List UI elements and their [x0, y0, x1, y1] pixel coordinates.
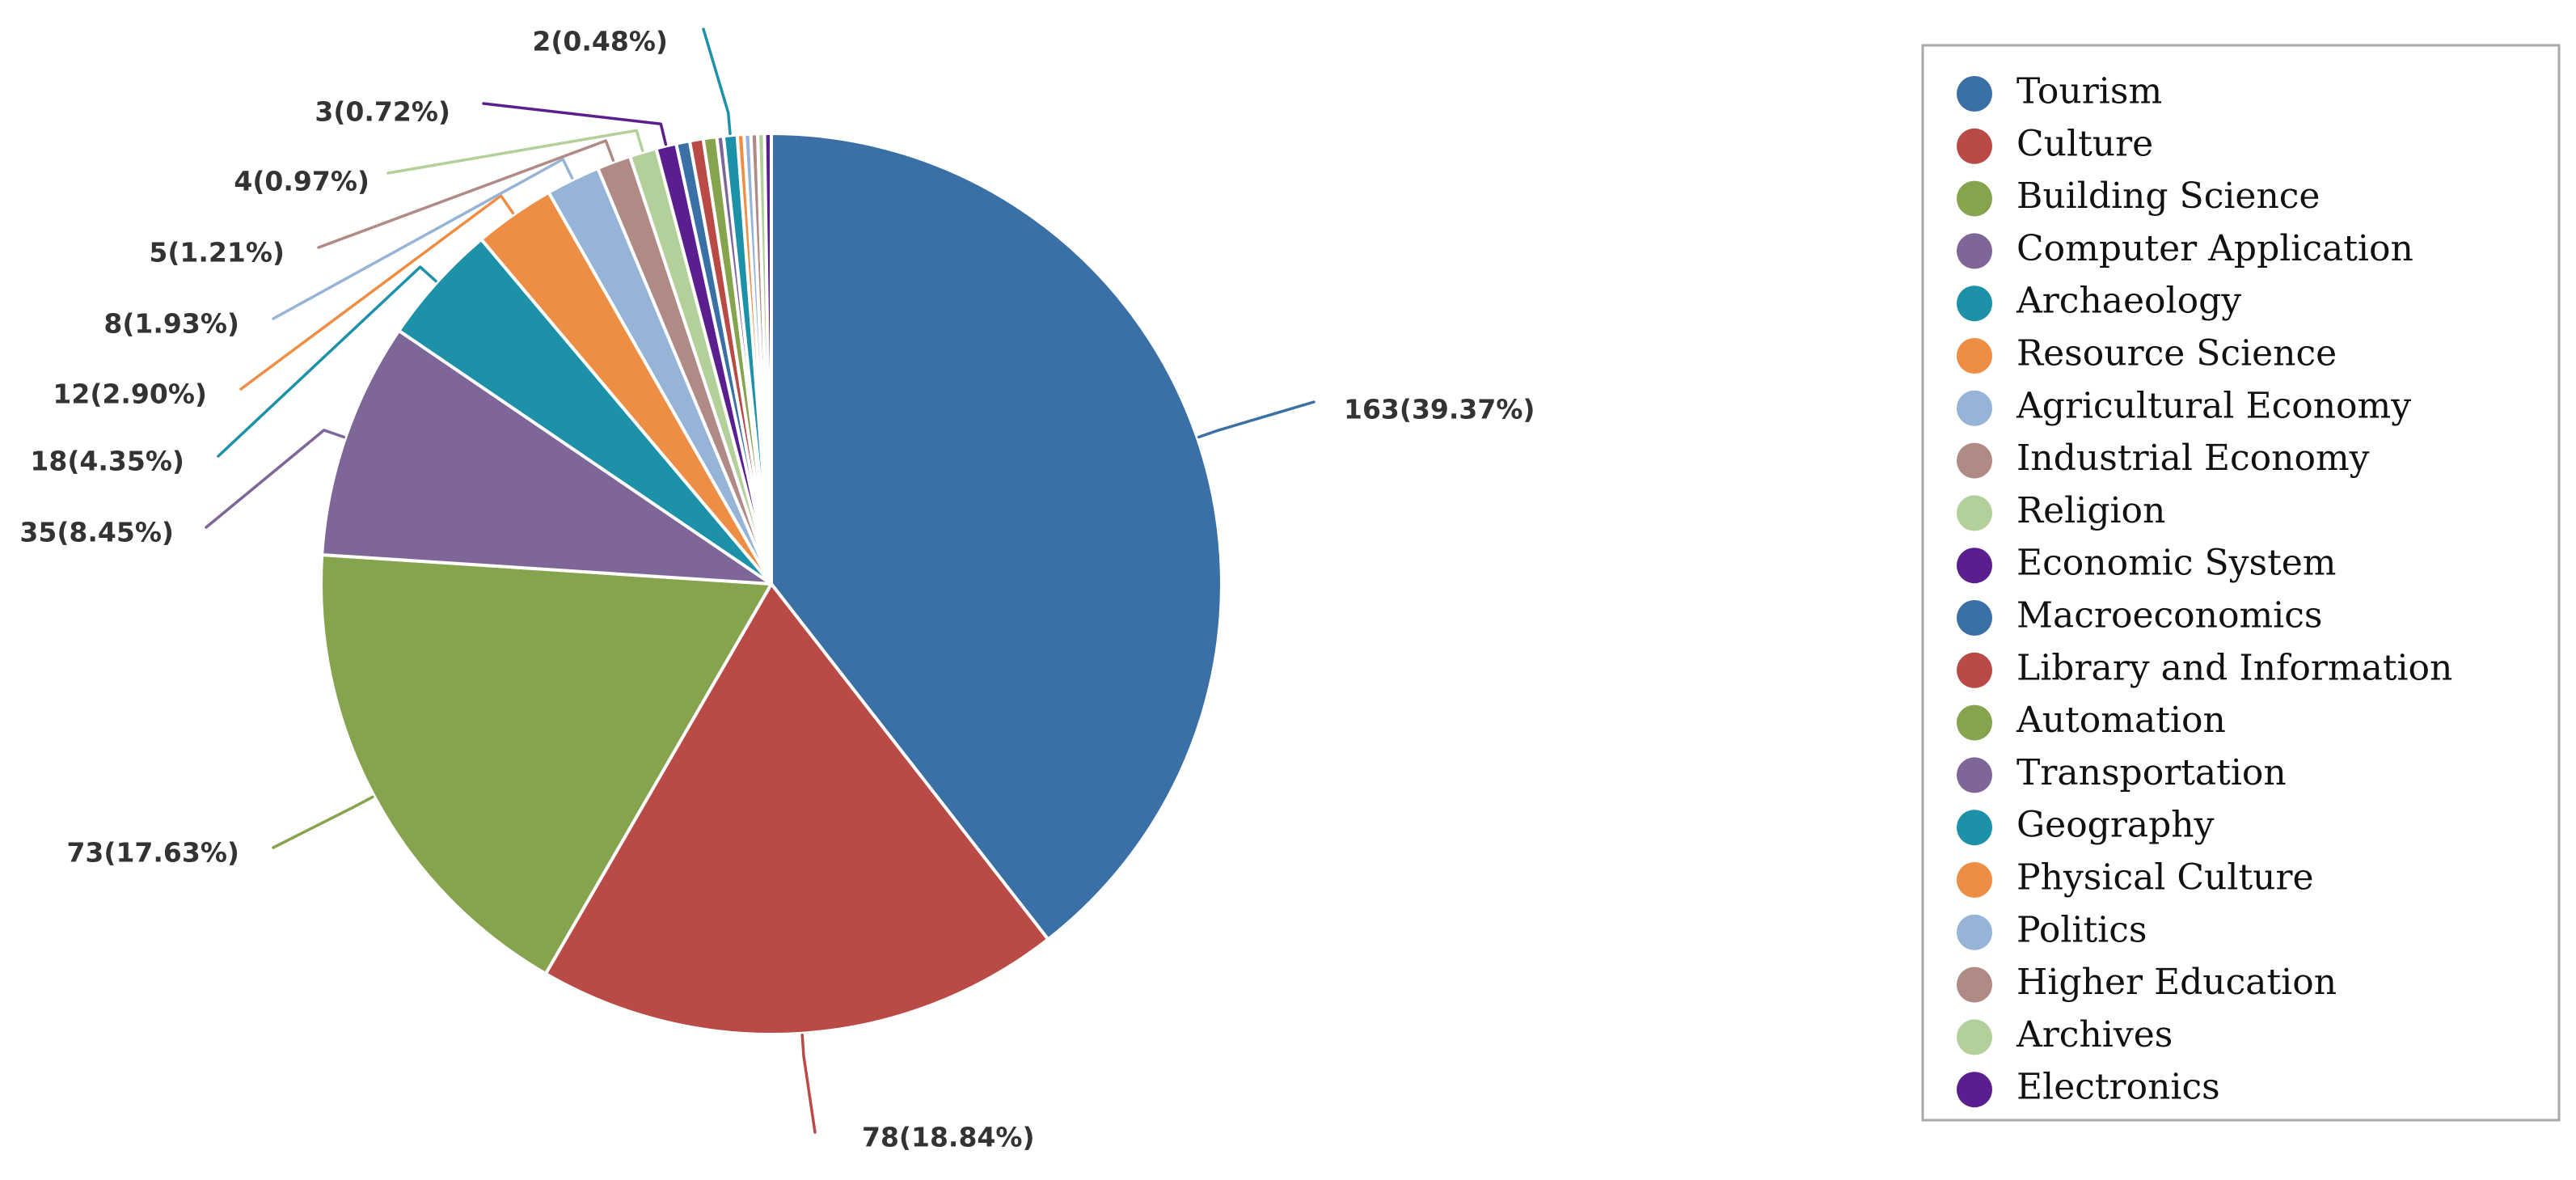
legend-item-culture[interactable]: Culture: [1957, 123, 2153, 164]
legend-label-resource-science: Resource Science: [2016, 333, 2337, 374]
data-label-tourism: 163(39.37%): [1344, 394, 1535, 425]
legend-label-industrial-economy: Industrial Economy: [2016, 438, 2370, 479]
legend-swatch-resource-science: [1957, 338, 1992, 374]
legend-item-automation[interactable]: Automation: [1957, 700, 2226, 741]
legend-item-higher-education[interactable]: Higher Education: [1957, 962, 2337, 1003]
legend-item-tourism[interactable]: Tourism: [1957, 71, 2162, 112]
legend-label-archaeology: Archaeology: [2016, 281, 2241, 322]
data-label-archaeology: 18(4.35%): [30, 446, 184, 477]
legend-swatch-tourism: [1957, 76, 1992, 112]
legend-item-industrial-economy[interactable]: Industrial Economy: [1957, 438, 2370, 479]
pie-slice-building-science: [319, 553, 773, 976]
legend-swatch-archaeology: [1957, 285, 1992, 322]
legend-label-geography: Geography: [2016, 805, 2215, 846]
data-label-computer-application: 35(8.45%): [19, 517, 174, 548]
pie-slice-computer-application: [320, 328, 773, 586]
data-label-religion: 4(0.97%): [234, 166, 370, 197]
legend-swatch-higher-education: [1957, 966, 1992, 1003]
legend-item-transportation[interactable]: Transportation: [1957, 752, 2287, 793]
pie-slices: [319, 131, 1223, 1036]
pie-slice-tourism: [770, 132, 1223, 941]
legend-swatch-politics: [1957, 914, 1992, 950]
legend-label-building-science: Building Science: [2016, 176, 2320, 217]
legend-item-geography[interactable]: Geography: [1957, 805, 2215, 846]
legend-item-resource-science[interactable]: Resource Science: [1957, 333, 2337, 374]
legend-swatch-religion: [1957, 495, 1992, 531]
legend-item-building-science[interactable]: Building Science: [1957, 176, 2320, 217]
legend-item-electronics[interactable]: Electronics: [1957, 1067, 2220, 1108]
legend-swatch-industrial-economy: [1957, 442, 1992, 479]
data-labels: 163(39.37%) 78(18.84%) 73(17.63%) 35(8.45%)…: [19, 26, 1535, 1153]
leader-line-industrial-economy: [317, 139, 615, 249]
legend-label-higher-education: Higher Education: [2016, 962, 2337, 1003]
legend-item-religion[interactable]: Religion: [1957, 490, 2165, 531]
legend-box: [1921, 44, 2561, 1122]
leader-line-tourism: [1197, 400, 1315, 439]
legend-swatch-electronics: [1957, 1072, 1992, 1108]
legend-swatch-archives: [1957, 1019, 1992, 1055]
legend-swatch-geography: [1957, 810, 1992, 846]
data-label-geography: 2(0.48%): [532, 26, 668, 57]
leader-line-building-science: [272, 795, 374, 849]
legend-item-economic-system[interactable]: Economic System: [1957, 543, 2337, 584]
legend-label-library-and-information: Library and Information: [2016, 647, 2452, 688]
legend-item-computer-application[interactable]: Computer Application: [1957, 228, 2413, 269]
leader-line-geography: [702, 27, 732, 136]
legend-label-economic-system: Economic System: [2016, 543, 2337, 584]
legend-swatch-library-and-information: [1957, 652, 1992, 688]
data-label-resource-science: 12(2.90%): [53, 379, 207, 410]
legend-label-physical-culture: Physical Culture: [2016, 857, 2314, 899]
leader-line-agricultural-economy: [272, 158, 574, 320]
legend-label-culture: Culture: [2016, 123, 2153, 164]
legend-label-politics: Politics: [2016, 909, 2147, 950]
legend-item-agricultural-economy[interactable]: Agricultural Economy: [1957, 385, 2411, 426]
data-label-agricultural-economy: 8(1.93%): [103, 308, 239, 340]
leader-line-computer-application: [205, 429, 346, 529]
legend: Tourism Culture Building Science Computer A…: [1921, 44, 2561, 1122]
legend-swatch-agricultural-economy: [1957, 390, 1992, 426]
data-label-culture: 78(18.84%): [862, 1122, 1035, 1153]
legend-item-archives[interactable]: Archives: [1957, 1014, 2173, 1055]
legend-swatch-building-science: [1957, 180, 1992, 217]
legend-swatch-physical-culture: [1957, 862, 1992, 898]
pie-slice-culture: [543, 582, 1050, 1036]
legend-label-automation: Automation: [2016, 700, 2226, 741]
legend-swatch-automation: [1957, 704, 1992, 741]
leader-line-religion: [386, 129, 644, 175]
legend-label-religion: Religion: [2016, 490, 2165, 531]
legend-label-archives: Archives: [2016, 1014, 2173, 1055]
legend-swatch-computer-application: [1957, 233, 1992, 269]
data-label-economic-system: 3(0.72%): [315, 96, 450, 128]
data-label-building-science: 73(17.63%): [66, 837, 239, 869]
leader-line-archaeology: [217, 265, 437, 458]
legend-label-electronics: Electronics: [2016, 1067, 2220, 1108]
legend-label-macroeconomics: Macroeconomics: [2016, 595, 2322, 637]
legend-item-library-and-information[interactable]: Library and Information: [1957, 647, 2452, 688]
legend-label-agricultural-economy: Agricultural Economy: [2016, 385, 2411, 426]
legend-swatch-transportation: [1957, 757, 1992, 793]
legend-item-politics[interactable]: Politics: [1957, 909, 2147, 950]
legend-label-transportation: Transportation: [2016, 752, 2287, 793]
legend-swatch-culture: [1957, 128, 1992, 164]
legend-swatch-macroeconomics: [1957, 600, 1992, 636]
legend-label-computer-application: Computer Application: [2016, 228, 2413, 269]
pie-slice-electronics: [762, 131, 773, 586]
leader-line-economic-system: [482, 102, 668, 146]
legend-item-archaeology[interactable]: Archaeology: [1957, 281, 2241, 322]
label-leader-lines: [205, 27, 1315, 1134]
legend-label-tourism: Tourism: [2016, 71, 2162, 112]
data-label-industrial-economy: 5(1.21%): [149, 237, 285, 269]
leader-line-resource-science: [239, 194, 515, 391]
legend-item-macroeconomics[interactable]: Macroeconomics: [1957, 595, 2322, 637]
legend-swatch-economic-system: [1957, 548, 1992, 584]
leader-line-culture: [800, 1033, 817, 1134]
legend-item-physical-culture[interactable]: Physical Culture: [1957, 857, 2314, 899]
